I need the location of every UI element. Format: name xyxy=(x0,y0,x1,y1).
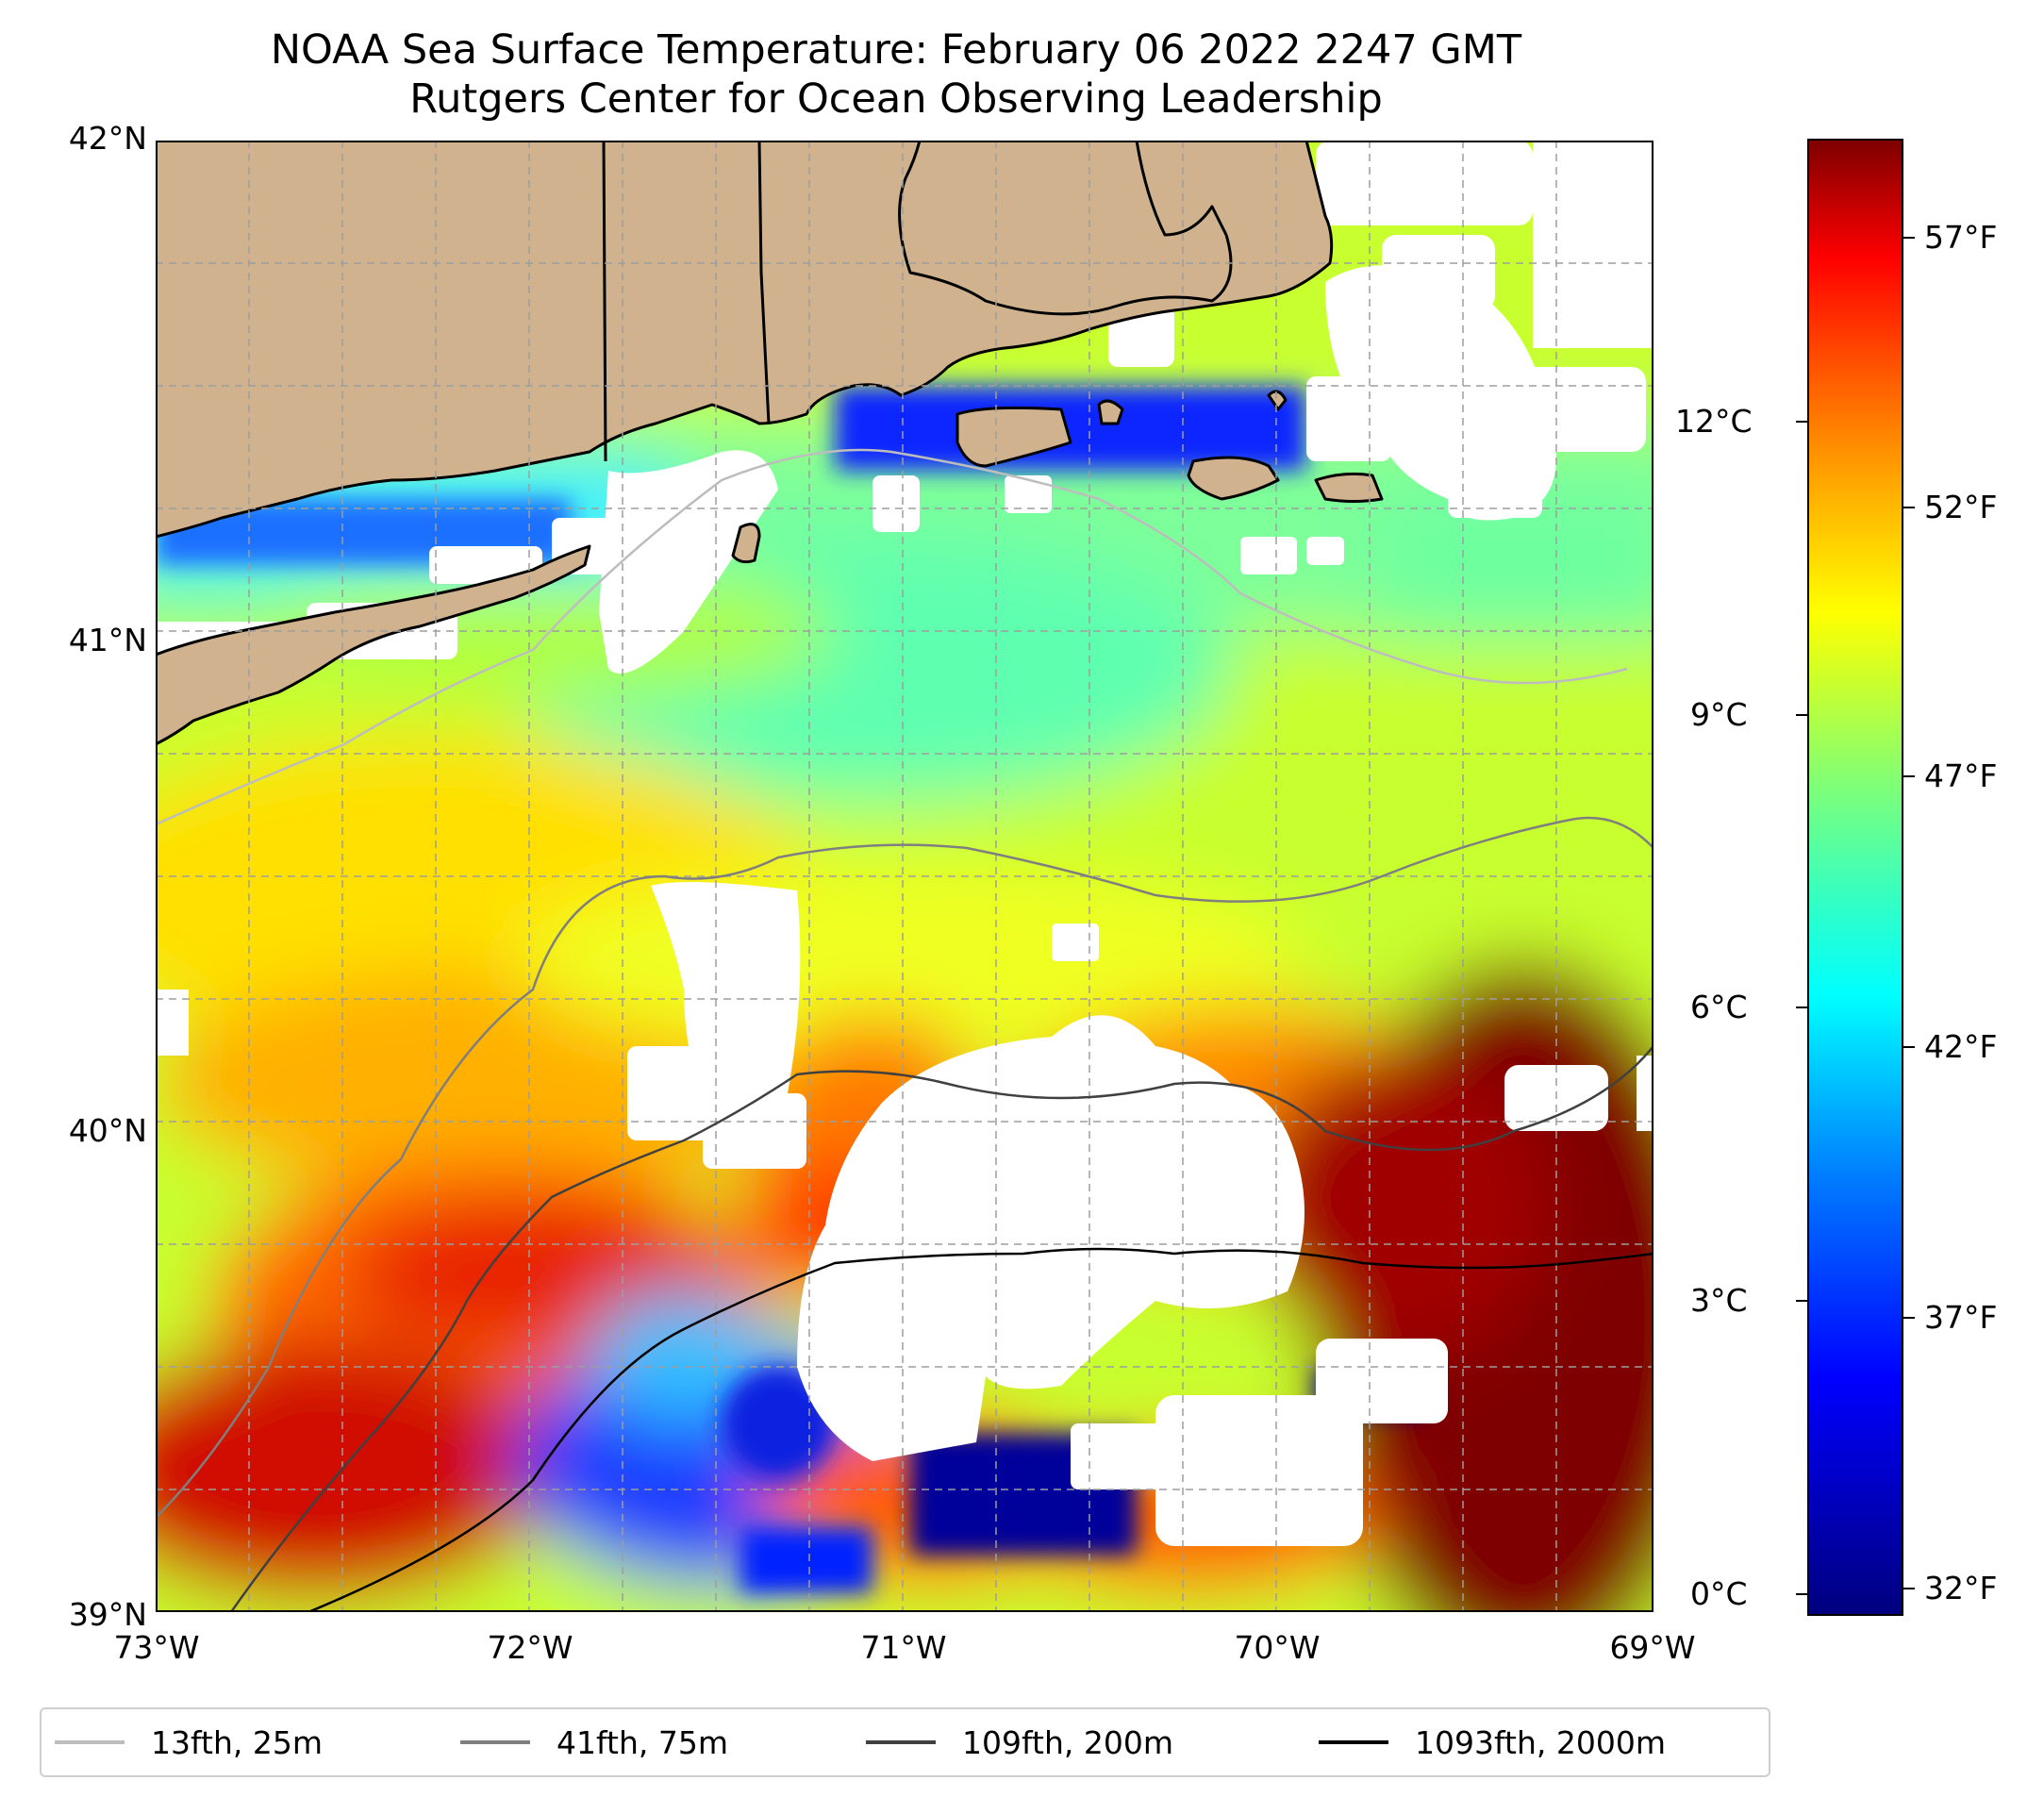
legend-item-75m: 41fth, 75m xyxy=(460,1709,728,1775)
colorbar-tick-f xyxy=(1903,237,1915,239)
lat-label-39n: 39°N xyxy=(68,1596,147,1633)
legend-line-icon xyxy=(460,1740,530,1744)
state-boundaries xyxy=(602,142,771,462)
colorbar-tick-f xyxy=(1903,1588,1915,1589)
colorbar-tick-f xyxy=(1903,1317,1915,1319)
legend-line-icon xyxy=(55,1740,125,1744)
graticule xyxy=(158,142,1652,1610)
legend-item-2000m: 1093fth, 2000m xyxy=(1319,1709,1666,1775)
lon-label-73w: 73°W xyxy=(113,1629,200,1666)
chart-title: NOAA Sea Surface Temperature: February 0… xyxy=(270,26,1522,74)
colorbar-label-32f: 32°F xyxy=(1924,1570,1998,1606)
sst-map[interactable] xyxy=(156,141,1653,1612)
contour-25m xyxy=(158,448,1628,825)
contour-legend: 13fth, 25m 41fth, 75m 109fth, 200m 1093f… xyxy=(40,1707,1770,1777)
lon-label-71w: 71°W xyxy=(860,1629,947,1666)
lon-label-70w: 70°W xyxy=(1234,1629,1321,1666)
colorbar-tick-f xyxy=(1903,775,1915,777)
colorbar-tick-f xyxy=(1903,1046,1915,1048)
lon-label-72w: 72°W xyxy=(487,1629,573,1666)
colorbar-label-52f: 52°F xyxy=(1924,489,1998,525)
colorbar-label-6c: 6°C xyxy=(1690,989,1748,1025)
colorbar-label-47f: 47°F xyxy=(1924,757,1998,794)
contour-200m xyxy=(230,1046,1652,1610)
lat-label-40n: 40°N xyxy=(68,1112,147,1149)
legend-line-icon xyxy=(866,1740,936,1744)
colorbar-tick-c xyxy=(1796,1007,1807,1008)
colorbar xyxy=(1807,139,1903,1616)
legend-line-icon xyxy=(1319,1740,1388,1744)
colorbar-tick-c xyxy=(1796,421,1807,423)
colorbar-tick-c xyxy=(1796,714,1807,716)
lon-label-69w: 69°W xyxy=(1609,1629,1696,1666)
contour-2000m xyxy=(309,1247,1652,1610)
sst-map-canvas xyxy=(158,142,1652,1610)
colorbar-label-3c: 3°C xyxy=(1690,1282,1748,1319)
colorbar-label-42f: 42°F xyxy=(1924,1028,1998,1065)
legend-label: 41fth, 75m xyxy=(557,1723,728,1761)
legend-label: 109fth, 200m xyxy=(962,1723,1173,1761)
colorbar-tick-f xyxy=(1903,507,1915,508)
colorbar-tick-c xyxy=(1796,1593,1807,1595)
colorbar-label-0c: 0°C xyxy=(1690,1575,1748,1612)
colorbar-label-37f: 37°F xyxy=(1924,1299,1998,1336)
lat-label-41n: 41°N xyxy=(68,622,147,658)
bathymetry-contours xyxy=(158,448,1652,1610)
colorbar-label-9c: 9°C xyxy=(1690,696,1748,733)
colorbar-tick-c xyxy=(1796,1300,1807,1302)
lat-label-42n: 42°N xyxy=(68,120,147,157)
colorbar-label-57f: 57°F xyxy=(1924,219,1998,256)
contour-75m xyxy=(158,816,1652,1518)
chart-subtitle: Rutgers Center for Ocean Observing Leade… xyxy=(409,75,1383,123)
legend-item-200m: 109fth, 200m xyxy=(866,1709,1173,1775)
legend-label: 13fth, 25m xyxy=(151,1723,323,1761)
land xyxy=(158,142,1384,745)
colorbar-label-12c: 12°C xyxy=(1675,403,1753,440)
legend-item-25m: 13fth, 25m xyxy=(55,1709,323,1775)
legend-label: 1093fth, 2000m xyxy=(1415,1723,1666,1761)
